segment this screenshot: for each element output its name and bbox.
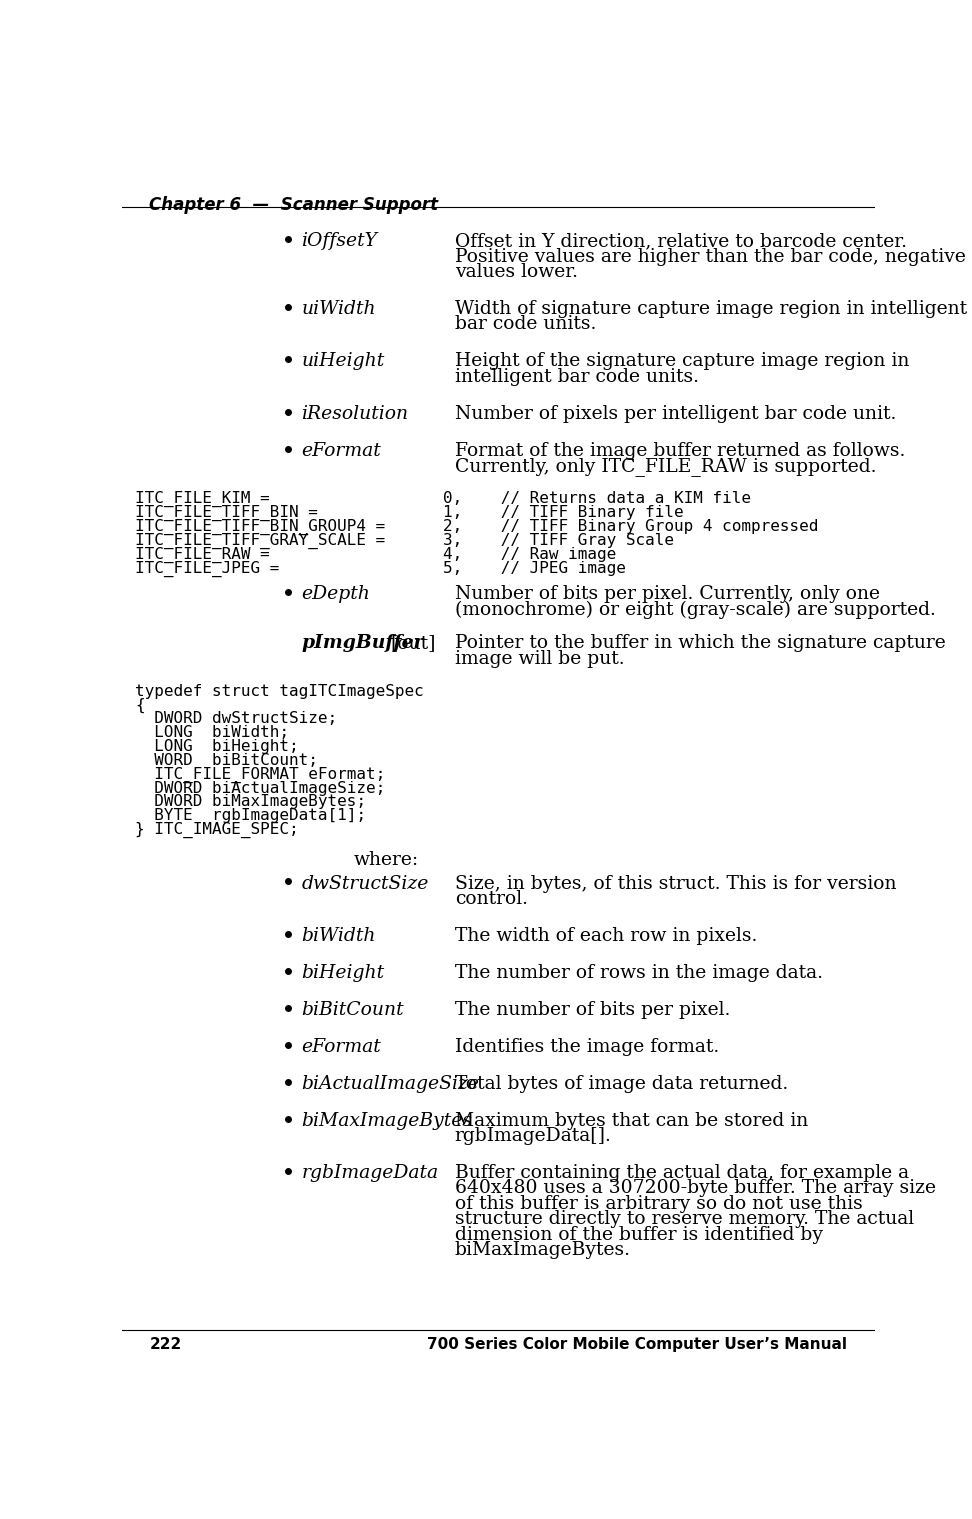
Text: biMaxImageBytes: biMaxImageBytes — [301, 1112, 472, 1130]
Text: LONG  biHeight;: LONG biHeight; — [135, 738, 299, 753]
Text: ITC_FILE_RAW =                  4,    // Raw image: ITC_FILE_RAW = 4, // Raw image — [135, 547, 616, 562]
Text: ITC_FILE_FORMAT eFormat;: ITC_FILE_FORMAT eFormat; — [135, 767, 386, 782]
Text: The width of each row in pixels.: The width of each row in pixels. — [455, 927, 757, 945]
Text: DWORD biMaxImageBytes;: DWORD biMaxImageBytes; — [135, 794, 366, 810]
Text: ITC_FILE_TIFF_GRAY_SCALE =      3,    // TIFF Gray Scale: ITC_FILE_TIFF_GRAY_SCALE = 3, // TIFF Gr… — [135, 533, 675, 548]
Text: Number of pixels per intelligent bar code unit.: Number of pixels per intelligent bar cod… — [455, 404, 896, 422]
Text: Number of bits per pixel. Currently, only one: Number of bits per pixel. Currently, onl… — [455, 585, 880, 603]
Text: rgbImageData[].: rgbImageData[]. — [455, 1127, 611, 1145]
Text: The number of rows in the image data.: The number of rows in the image data. — [455, 965, 822, 981]
Text: 640x480 uses a 307200-byte buffer. The array size: 640x480 uses a 307200-byte buffer. The a… — [455, 1179, 936, 1197]
Text: where:: where: — [354, 852, 419, 869]
Text: Buffer containing the actual data, for example a: Buffer containing the actual data, for e… — [455, 1164, 909, 1182]
Text: [out]: [out] — [391, 635, 435, 652]
Text: BYTE  rgbImageData[1];: BYTE rgbImageData[1]; — [135, 808, 366, 823]
Text: eFormat: eFormat — [301, 442, 381, 460]
Text: bar code units.: bar code units. — [455, 316, 596, 334]
Text: biActualImageSize: biActualImageSize — [301, 1075, 479, 1092]
Text: {: { — [135, 697, 145, 712]
Text: Positive values are higher than the bar code, negative: Positive values are higher than the bar … — [455, 248, 965, 266]
Text: Currently, only ITC_FILE_RAW is supported.: Currently, only ITC_FILE_RAW is supporte… — [455, 457, 876, 475]
Text: eDepth: eDepth — [301, 585, 370, 603]
Text: ITC_FILE_JPEG =                 5,    // JPEG image: ITC_FILE_JPEG = 5, // JPEG image — [135, 561, 626, 577]
Text: control.: control. — [455, 890, 528, 908]
Text: Maximum bytes that can be stored in: Maximum bytes that can be stored in — [455, 1112, 808, 1130]
Text: eFormat: eFormat — [301, 1037, 381, 1056]
Text: The number of bits per pixel.: The number of bits per pixel. — [455, 1001, 730, 1019]
Text: iResolution: iResolution — [301, 404, 408, 422]
Text: biMaxImageBytes.: biMaxImageBytes. — [455, 1241, 631, 1259]
Text: Width of signature capture image region in intelligent: Width of signature capture image region … — [455, 301, 967, 317]
Text: DWORD biActualImageSize;: DWORD biActualImageSize; — [135, 781, 386, 796]
Text: Height of the signature capture image region in: Height of the signature capture image re… — [455, 352, 909, 371]
Text: typedef struct tagITCImageSpec: typedef struct tagITCImageSpec — [135, 684, 424, 699]
Text: uiHeight: uiHeight — [301, 352, 385, 371]
Text: Pointer to the buffer in which the signature capture: Pointer to the buffer in which the signa… — [455, 635, 946, 652]
Text: Size, in bytes, of this struct. This is for version: Size, in bytes, of this struct. This is … — [455, 875, 896, 893]
Text: dwStructSize: dwStructSize — [301, 875, 429, 893]
Text: } ITC_IMAGE_SPEC;: } ITC_IMAGE_SPEC; — [135, 822, 299, 838]
Text: biWidth: biWidth — [301, 927, 376, 945]
Text: Chapter 6  —  Scanner Support: Chapter 6 — Scanner Support — [150, 196, 438, 214]
Text: DWORD dwStructSize;: DWORD dwStructSize; — [135, 711, 337, 726]
Text: image will be put.: image will be put. — [455, 650, 624, 668]
Text: values lower.: values lower. — [455, 263, 577, 281]
Text: (monochrome) or eight (gray-scale) are supported.: (monochrome) or eight (gray-scale) are s… — [455, 600, 936, 618]
Text: biHeight: biHeight — [301, 965, 384, 981]
Text: biBitCount: biBitCount — [301, 1001, 404, 1019]
Text: 222: 222 — [150, 1337, 182, 1352]
Text: ITC_FILE_TIFF_BIN =             1,    // TIFF Binary file: ITC_FILE_TIFF_BIN = 1, // TIFF Binary fi… — [135, 504, 684, 521]
Text: Identifies the image format.: Identifies the image format. — [455, 1037, 719, 1056]
Text: ITC_FILE_TIFF_BIN_GROUP4 =      2,    // TIFF Binary Group 4 compressed: ITC_FILE_TIFF_BIN_GROUP4 = 2, // TIFF Bi… — [135, 519, 818, 535]
Text: LONG  biWidth;: LONG biWidth; — [135, 725, 290, 740]
Text: Offset in Y direction, relative to barcode center.: Offset in Y direction, relative to barco… — [455, 232, 907, 251]
Text: uiWidth: uiWidth — [301, 301, 376, 317]
Text: rgbImageData: rgbImageData — [301, 1164, 438, 1182]
Text: pImgBuffer: pImgBuffer — [301, 635, 424, 652]
Text: intelligent bar code units.: intelligent bar code units. — [455, 368, 699, 386]
Text: structure directly to reserve memory. The actual: structure directly to reserve memory. Th… — [455, 1211, 914, 1229]
Text: ITC_FILE_KIM =                  0,    // Returns data a KIM file: ITC_FILE_KIM = 0, // Returns data a KIM … — [135, 491, 751, 507]
Text: iOffsetY: iOffsetY — [301, 232, 377, 251]
Text: 700 Series Color Mobile Computer User’s Manual: 700 Series Color Mobile Computer User’s … — [427, 1337, 847, 1352]
Text: Format of the image buffer returned as follows.: Format of the image buffer returned as f… — [455, 442, 905, 460]
Text: of this buffer is arbitrary so do not use this: of this buffer is arbitrary so do not us… — [455, 1195, 862, 1212]
Text: Total bytes of image data returned.: Total bytes of image data returned. — [455, 1075, 788, 1092]
Text: dimension of the buffer is identified by: dimension of the buffer is identified by — [455, 1226, 822, 1244]
Text: WORD  biBitCount;: WORD biBitCount; — [135, 753, 318, 767]
